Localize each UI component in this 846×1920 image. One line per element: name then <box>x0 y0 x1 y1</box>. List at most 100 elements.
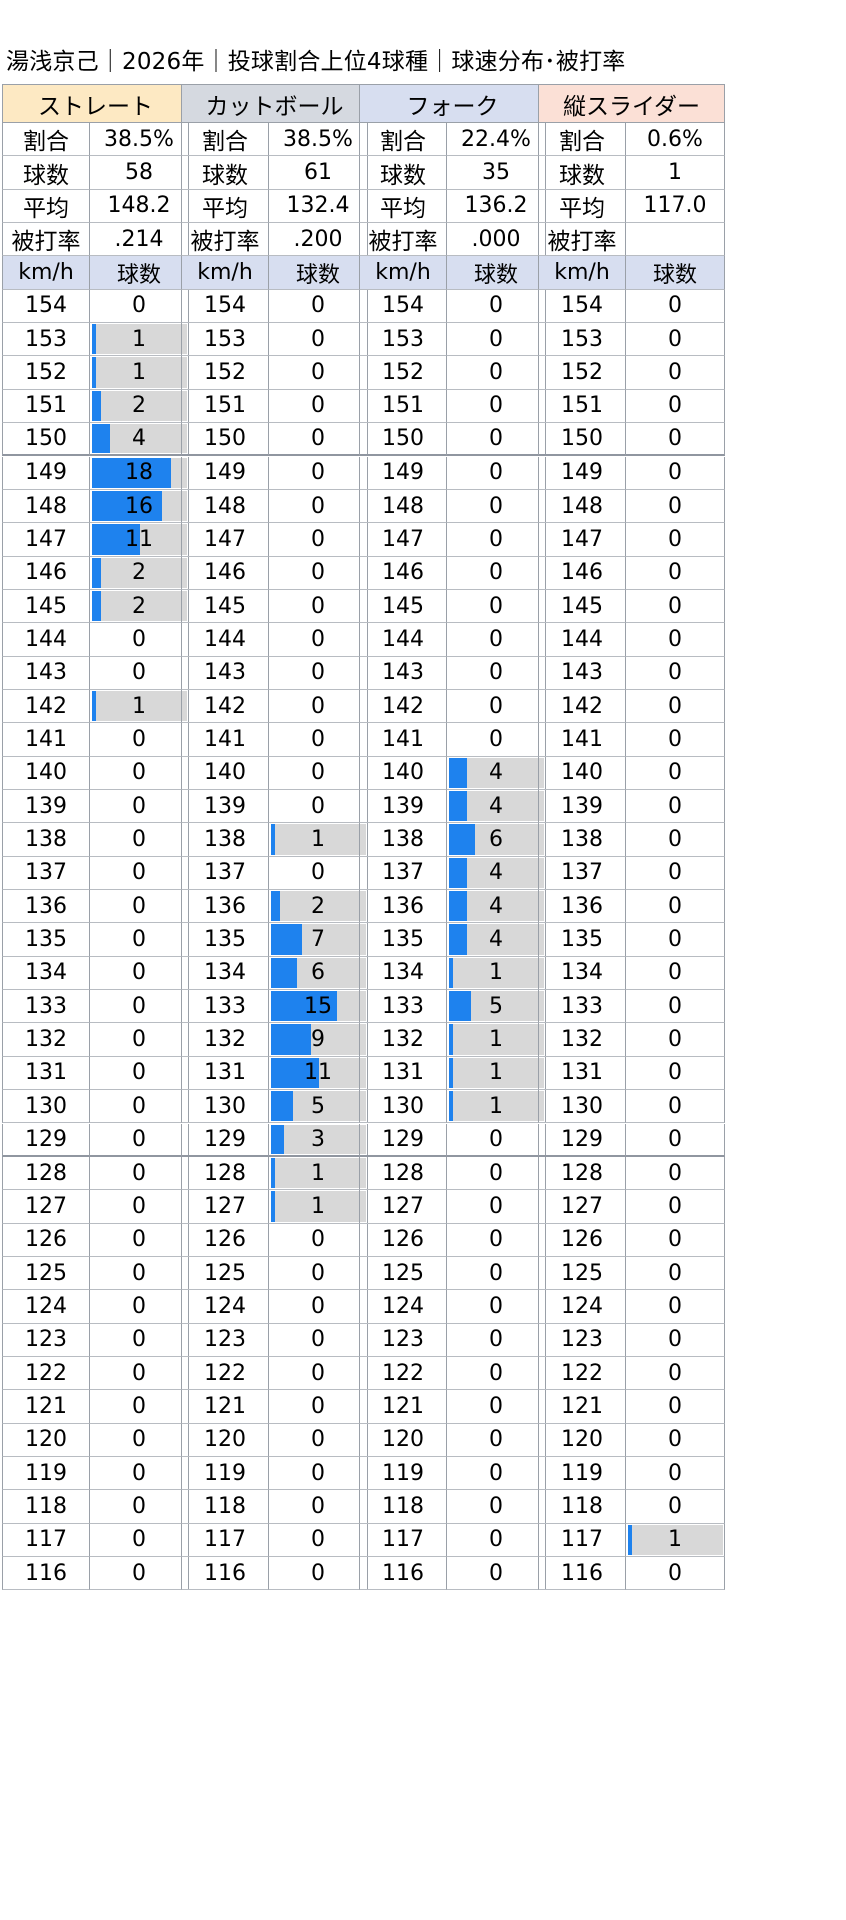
speed-cell: 139 <box>181 790 269 824</box>
stat-label-pitches: 球数 <box>359 156 447 190</box>
speed-cell: 145 <box>2 589 90 624</box>
count-value: 0 <box>132 1193 146 1219</box>
bar-background <box>271 1157 366 1189</box>
count-cell: 0 <box>269 1390 368 1424</box>
speed-cell: 128 <box>359 1156 447 1191</box>
count-value: 0 <box>311 1460 325 1486</box>
speed-cell: 147 <box>359 523 447 557</box>
count-cell: 0 <box>447 423 546 457</box>
count-cell: 0 <box>269 1256 368 1291</box>
count-bar <box>271 924 302 955</box>
speed-cell: 136 <box>359 890 447 924</box>
count-value: 0 <box>668 1360 682 1386</box>
count-value: 0 <box>311 1560 325 1586</box>
speed-cell: 122 <box>181 1356 269 1391</box>
speed-cell: 124 <box>181 1290 269 1324</box>
count-value: 6 <box>489 827 503 853</box>
count-cell: 0 <box>269 689 368 724</box>
count-cell: 0 <box>626 323 725 357</box>
speed-cell: 120 <box>359 1423 447 1457</box>
count-cell: 0 <box>269 1523 368 1558</box>
count-value: 9 <box>311 1027 325 1053</box>
count-cell: 0 <box>626 823 725 857</box>
count-cell: 0 <box>447 589 546 624</box>
count-cell: 0 <box>90 656 189 690</box>
count-value: 0 <box>668 1126 682 1152</box>
speed-cell: 146 <box>181 556 269 590</box>
speed-cell: 144 <box>538 623 626 657</box>
stat-label-pitches: 球数 <box>181 156 269 190</box>
count-cell: 0 <box>90 1090 189 1124</box>
speed-cell: 148 <box>181 489 269 524</box>
count-cell: 1 <box>447 1090 546 1124</box>
speed-cell: 153 <box>2 323 90 357</box>
speed-cell: 144 <box>359 623 447 657</box>
count-cell: 6 <box>269 956 368 991</box>
speed-cell: 152 <box>538 356 626 390</box>
count-bar <box>92 424 110 454</box>
speed-cell: 131 <box>181 1056 269 1091</box>
count-cell: 0 <box>90 1256 189 1291</box>
count-value: 0 <box>489 460 503 486</box>
count-value: 0 <box>132 1227 146 1253</box>
speed-cell: 116 <box>181 1557 269 1591</box>
count-bar <box>92 457 171 488</box>
speed-cell: 125 <box>538 1256 626 1291</box>
count-value: 0 <box>311 560 325 586</box>
count-value: 4 <box>489 927 503 953</box>
speed-cell: 134 <box>359 956 447 991</box>
count-value: 7 <box>311 927 325 953</box>
count-value: 0 <box>668 560 682 586</box>
count-cell: 0 <box>90 1557 189 1591</box>
speed-cell: 133 <box>359 990 447 1024</box>
count-cell: 0 <box>626 756 725 790</box>
count-value: 0 <box>489 1393 503 1419</box>
count-value: 0 <box>311 626 325 652</box>
count-cell: 2 <box>90 556 189 590</box>
count-value: 0 <box>489 1527 503 1553</box>
count-value: 0 <box>311 793 325 819</box>
speed-cell: 148 <box>2 489 90 524</box>
speed-cell: 124 <box>2 1290 90 1324</box>
speed-cell: 127 <box>359 1190 447 1224</box>
stat-value-pitches: 35 <box>447 156 546 190</box>
count-value: 1 <box>311 827 325 853</box>
count-value: 0 <box>132 1360 146 1386</box>
count-cell: 0 <box>626 623 725 657</box>
speed-cell: 116 <box>359 1557 447 1591</box>
count-cell: 0 <box>90 923 189 957</box>
count-value: 0 <box>132 1093 146 1119</box>
count-value: 0 <box>668 993 682 1019</box>
count-cell: 0 <box>90 1423 189 1457</box>
speed-cell: 118 <box>2 1490 90 1524</box>
stat-value-pitches: 1 <box>626 156 725 190</box>
speed-cell: 145 <box>538 589 626 624</box>
count-bar <box>271 1124 284 1154</box>
speed-cell: 152 <box>359 356 447 390</box>
count-value: 1 <box>489 1060 503 1086</box>
count-value: 0 <box>489 1460 503 1486</box>
bar-background <box>271 1124 366 1154</box>
count-cell: 1 <box>269 823 368 857</box>
speed-cell: 147 <box>181 523 269 557</box>
count-value: 0 <box>311 1393 325 1419</box>
count-value: 0 <box>311 1327 325 1353</box>
speed-cell: 147 <box>2 523 90 557</box>
count-cell: 0 <box>269 656 368 690</box>
count-value: 2 <box>311 893 325 919</box>
bar-background <box>449 1057 544 1089</box>
stat-value-opp_avg: .214 <box>90 223 189 257</box>
count-value: 0 <box>132 993 146 1019</box>
speed-cell: 123 <box>2 1323 90 1357</box>
count-cell: 0 <box>269 389 368 424</box>
speed-cell: 149 <box>538 456 626 490</box>
count-value: 0 <box>668 1027 682 1053</box>
speed-cell: 126 <box>538 1223 626 1257</box>
count-cell: 11 <box>90 523 189 557</box>
speed-cell: 128 <box>2 1156 90 1191</box>
count-cell: 0 <box>269 356 368 390</box>
count-cell: 0 <box>269 1290 368 1324</box>
speed-cell: 136 <box>2 890 90 924</box>
count-cell: 0 <box>626 1123 725 1157</box>
count-cell: 0 <box>269 1557 368 1591</box>
